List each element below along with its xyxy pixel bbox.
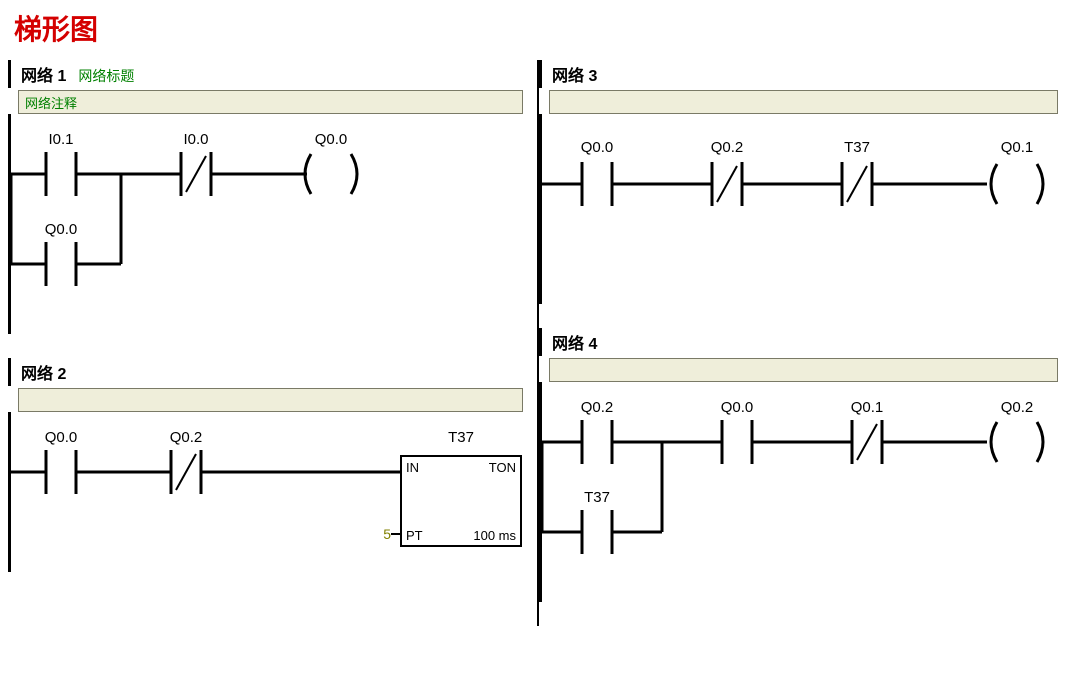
network-1-comment[interactable]: 网络注释 bbox=[18, 90, 523, 114]
n3-contact-t37: T37 bbox=[844, 139, 870, 156]
ladder-columns: 网络 1 网络标题 网络注释 I0.1 Q0 bbox=[8, 60, 1072, 626]
network-3-label: 网络 3 bbox=[552, 62, 597, 86]
network-2-comment[interactable] bbox=[18, 388, 523, 412]
network-4-label: 网络 4 bbox=[552, 330, 597, 354]
n4-coil-q02: Q0.2 bbox=[1001, 399, 1034, 416]
network-2-rung: Q0.0 Q0.2 T37 IN TON PT 100 ms bbox=[11, 422, 531, 562]
network-1-title: 网络标题 bbox=[78, 66, 134, 86]
n4-branch-t37: T37 bbox=[584, 489, 610, 506]
n3-contact-q00: Q0.0 bbox=[581, 139, 614, 156]
right-column: 网络 3 Q0.0 Q0.2 bbox=[539, 60, 1072, 626]
network-4: 网络 4 Q0.2 T37 bbox=[539, 328, 1072, 602]
network-3-rung: Q0.0 Q0.2 T37 Q0 bbox=[542, 124, 1072, 294]
n4-contact-q01: Q0.1 bbox=[851, 399, 884, 416]
n1-contact-i00: I0.0 bbox=[183, 131, 208, 148]
n1-branch-q00: Q0.0 bbox=[45, 221, 78, 238]
n2-timer-in: IN bbox=[406, 460, 419, 475]
n2-contact-q02: Q0.2 bbox=[170, 429, 203, 446]
page-title: 梯形图 bbox=[14, 8, 1072, 48]
network-3-comment[interactable] bbox=[549, 90, 1058, 114]
left-column: 网络 1 网络标题 网络注释 I0.1 Q0 bbox=[8, 60, 539, 626]
n2-timer-base: 100 ms bbox=[473, 528, 516, 543]
network-2-label: 网络 2 bbox=[21, 360, 66, 384]
n1-contact-i01: I0.1 bbox=[48, 131, 73, 148]
n4-contact-q02: Q0.2 bbox=[581, 399, 614, 416]
n2-timer-pt: PT bbox=[406, 528, 423, 543]
n2-timer-addr: T37 bbox=[448, 429, 474, 446]
n3-coil-q01: Q0.1 bbox=[1001, 139, 1034, 156]
n4-contact-q00: Q0.0 bbox=[721, 399, 754, 416]
network-4-rung: Q0.2 T37 Q0.0 bbox=[542, 392, 1072, 592]
network-4-comment[interactable] bbox=[549, 358, 1058, 382]
n3-contact-q02: Q0.2 bbox=[711, 139, 744, 156]
network-1-label: 网络 1 bbox=[21, 62, 66, 86]
network-2: 网络 2 Q0.0 Q0.2 bbox=[8, 358, 537, 572]
n1-coil-q00: Q0.0 bbox=[315, 131, 348, 148]
n2-timer-type: TON bbox=[489, 460, 516, 475]
network-1-rung: I0.1 Q0.0 I0.0 bbox=[11, 124, 531, 324]
network-1: 网络 1 网络标题 网络注释 I0.1 Q0 bbox=[8, 60, 537, 334]
n2-contact-q00: Q0.0 bbox=[45, 429, 78, 446]
n2-timer-ptval: 5 bbox=[383, 526, 391, 542]
network-3: 网络 3 Q0.0 Q0.2 bbox=[539, 60, 1072, 304]
